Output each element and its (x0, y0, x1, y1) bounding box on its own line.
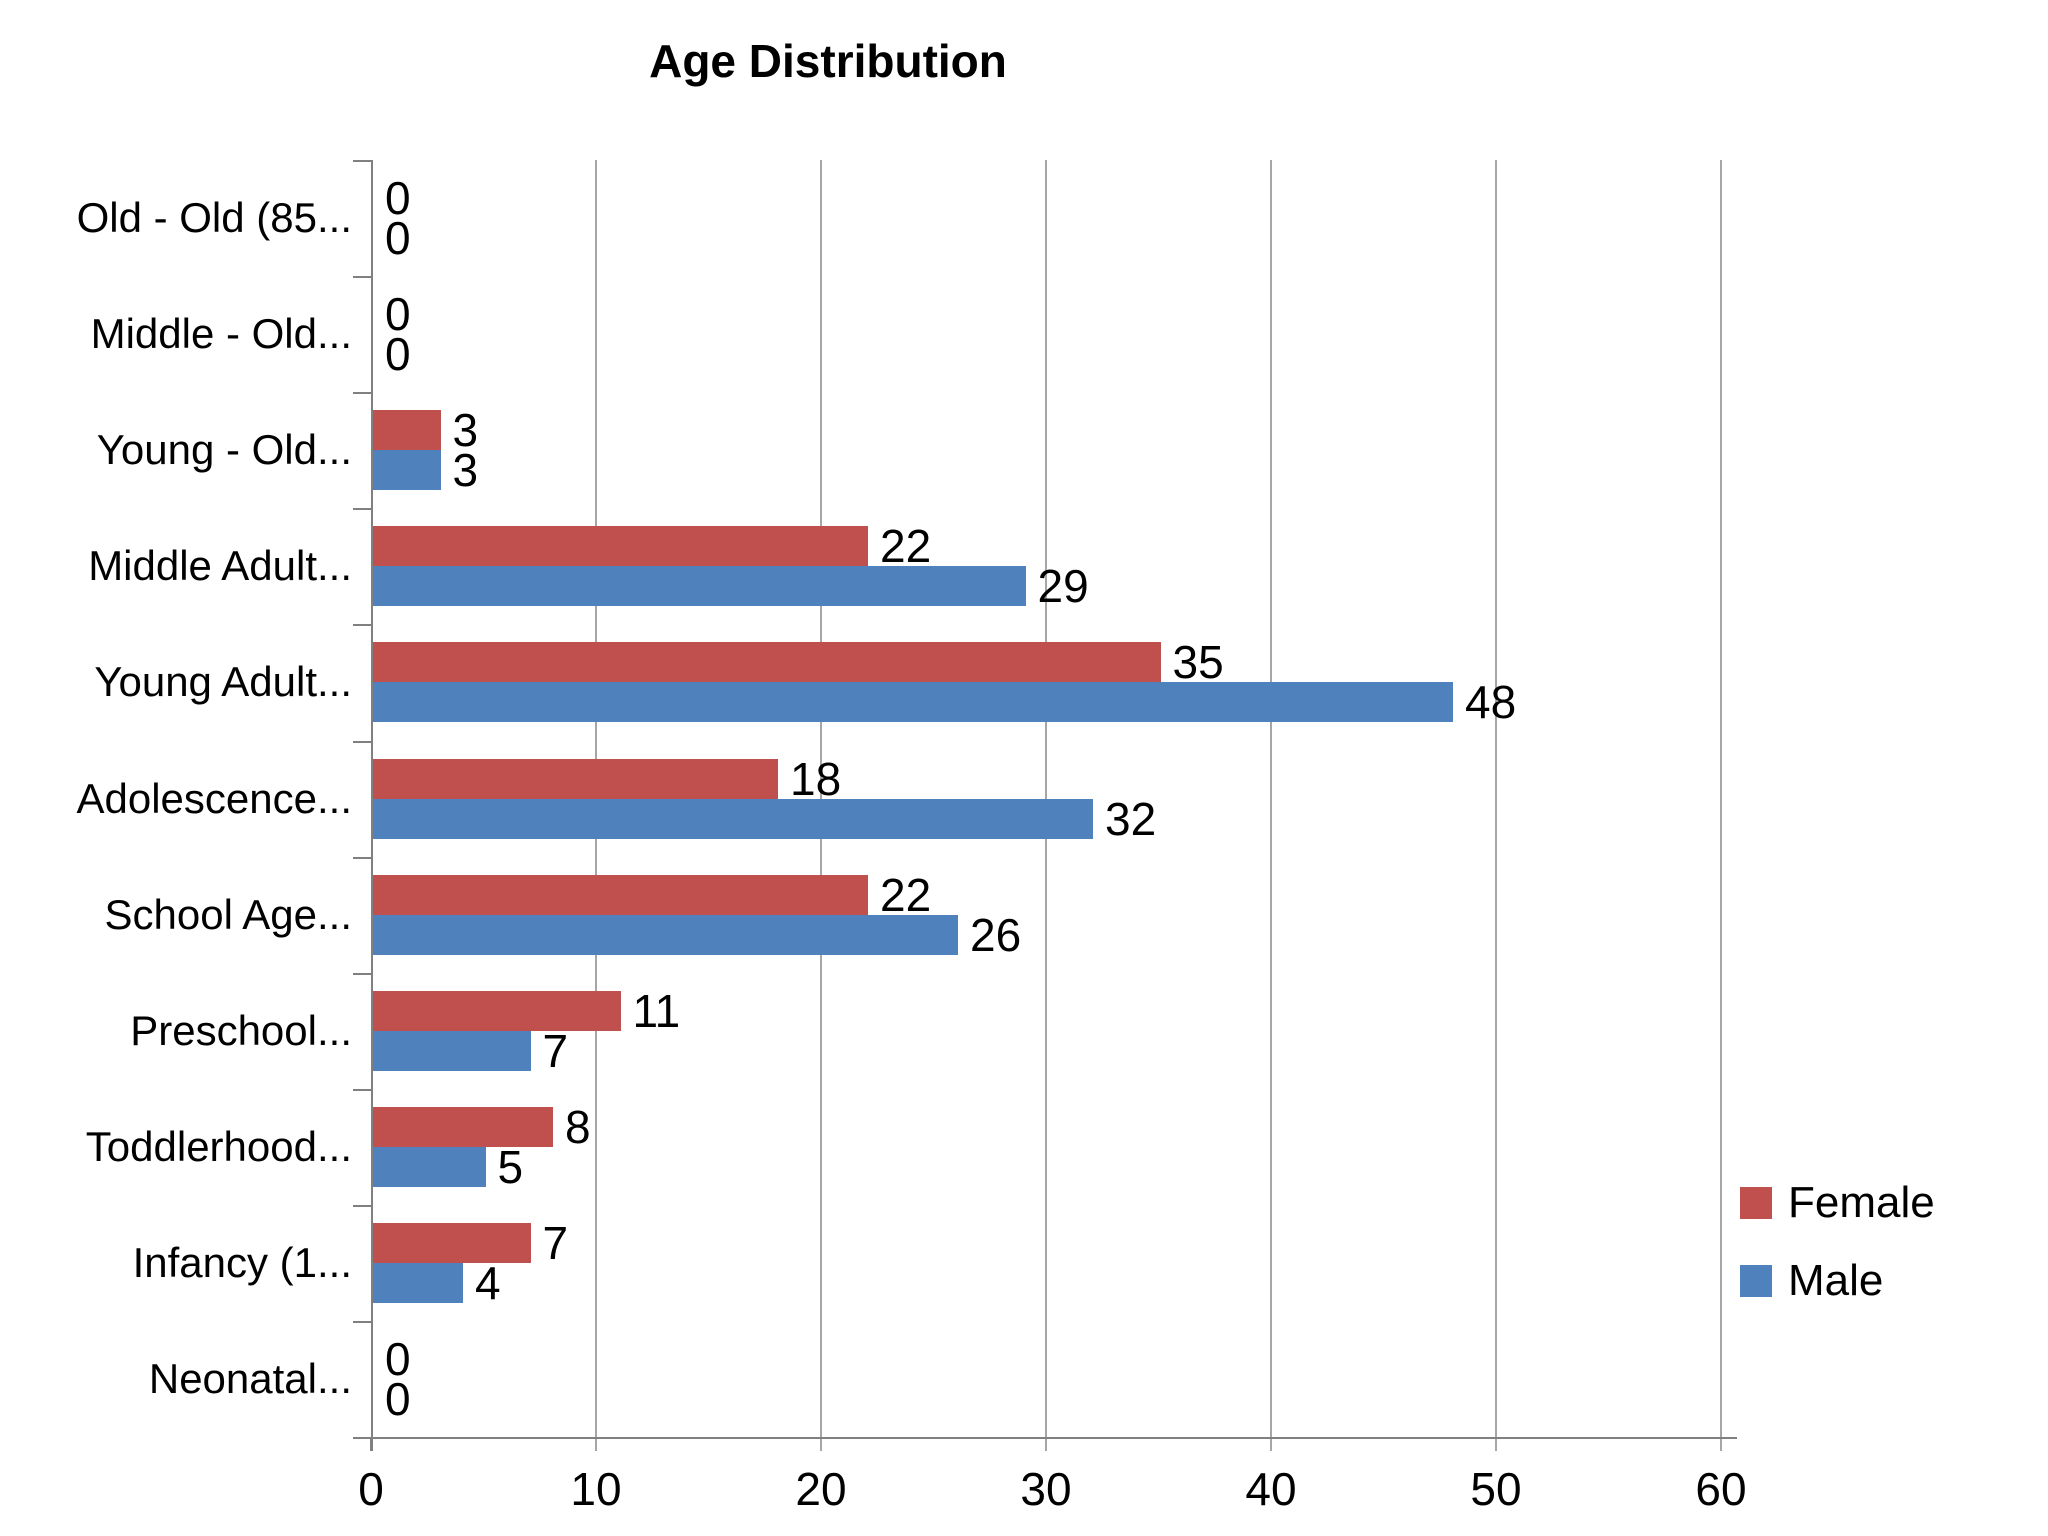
bar-male (373, 1263, 463, 1303)
value-label-male: 0 (385, 1373, 411, 1425)
bar-female (373, 642, 1161, 682)
value-label-female: 0 (385, 172, 411, 224)
bar-female (373, 526, 868, 566)
legend: Female Male (1740, 1178, 1935, 1334)
category-label: Infancy (1... (132, 1239, 352, 1286)
bar-male (373, 799, 1093, 839)
category-label: School Age... (104, 891, 352, 938)
value-label-male: 32 (1105, 793, 1157, 845)
value-label-male: 26 (970, 909, 1022, 961)
bar-male (373, 566, 1026, 606)
category-label: Young Adult... (94, 658, 352, 705)
value-label-male: 5 (497, 1141, 524, 1193)
bar-male (373, 682, 1453, 722)
legend-entry-female: Female (1740, 1178, 1935, 1228)
gridline (1720, 160, 1722, 1451)
chart-title: Age Distribution (649, 35, 1007, 87)
y-axis-tick (353, 276, 371, 278)
bar-male (373, 1031, 531, 1071)
value-label-female: 22 (880, 869, 932, 921)
bar-female (373, 875, 868, 915)
legend-swatch-male (1740, 1265, 1772, 1297)
y-axis-tick (353, 741, 371, 743)
category-label: Neonatal... (148, 1355, 352, 1402)
legend-swatch-female (1740, 1187, 1772, 1219)
x-tick-label: 0 (358, 1463, 384, 1515)
value-label-female: 8 (565, 1101, 591, 1153)
y-axis-line (371, 160, 373, 1451)
y-axis-tick (353, 1437, 371, 1439)
bar-female (373, 759, 778, 799)
category-label: Young - Old... (96, 426, 352, 473)
value-label-male: 29 (1037, 560, 1089, 612)
y-axis-tick (353, 1321, 371, 1323)
category-label: Middle Adult... (88, 542, 352, 589)
value-label-female: 0 (385, 1333, 411, 1385)
value-label-male: 7 (542, 1025, 569, 1077)
bar-female (373, 1223, 531, 1263)
y-axis-tick (353, 1089, 371, 1091)
y-axis-tick (353, 857, 371, 859)
y-axis-tick (353, 1205, 371, 1207)
gridline (1270, 160, 1272, 1451)
legend-label: Female (1788, 1178, 1935, 1227)
value-label-male: 0 (385, 328, 411, 380)
bar-male (373, 915, 958, 955)
value-label-female: 22 (880, 520, 932, 572)
value-label-male: 0 (385, 212, 411, 264)
category-label: Adolescence... (76, 775, 352, 822)
y-axis-tick (353, 160, 371, 162)
x-tick-label: 40 (1245, 1463, 1297, 1515)
x-tick-label: 10 (570, 1463, 622, 1515)
x-tick-label: 60 (1695, 1463, 1747, 1515)
category-label: Old - Old (85... (76, 194, 352, 241)
category-label: Toddlerhood... (85, 1123, 352, 1170)
value-label-female: 7 (542, 1217, 569, 1269)
x-tick-label: 20 (795, 1463, 847, 1515)
bar-female (373, 991, 621, 1031)
bar-male (373, 1147, 486, 1187)
x-tick-label: 50 (1470, 1463, 1522, 1515)
value-label-male: 4 (475, 1257, 501, 1309)
category-label: Preschool... (130, 1007, 352, 1054)
x-tick-label: 30 (1020, 1463, 1072, 1515)
value-label-male: 48 (1465, 676, 1517, 728)
value-label-female: 0 (385, 288, 411, 340)
bar-male (373, 450, 441, 490)
y-axis-tick (353, 624, 371, 626)
gridline (1495, 160, 1497, 1451)
legend-label: Male (1788, 1256, 1884, 1305)
value-label-female: 35 (1172, 636, 1224, 688)
y-axis-tick (353, 973, 371, 975)
value-label-female: 18 (790, 753, 842, 805)
x-axis-line (353, 1437, 1737, 1439)
value-label-female: 3 (452, 404, 479, 456)
category-label: Middle - Old... (90, 310, 352, 357)
bar-female (373, 410, 441, 450)
legend-entry-male: Male (1740, 1256, 1935, 1306)
value-label-male: 3 (452, 444, 479, 496)
bar-female (373, 1107, 553, 1147)
y-axis-tick (353, 508, 371, 510)
value-label-female: 11 (632, 985, 681, 1037)
y-axis-tick (353, 392, 371, 394)
